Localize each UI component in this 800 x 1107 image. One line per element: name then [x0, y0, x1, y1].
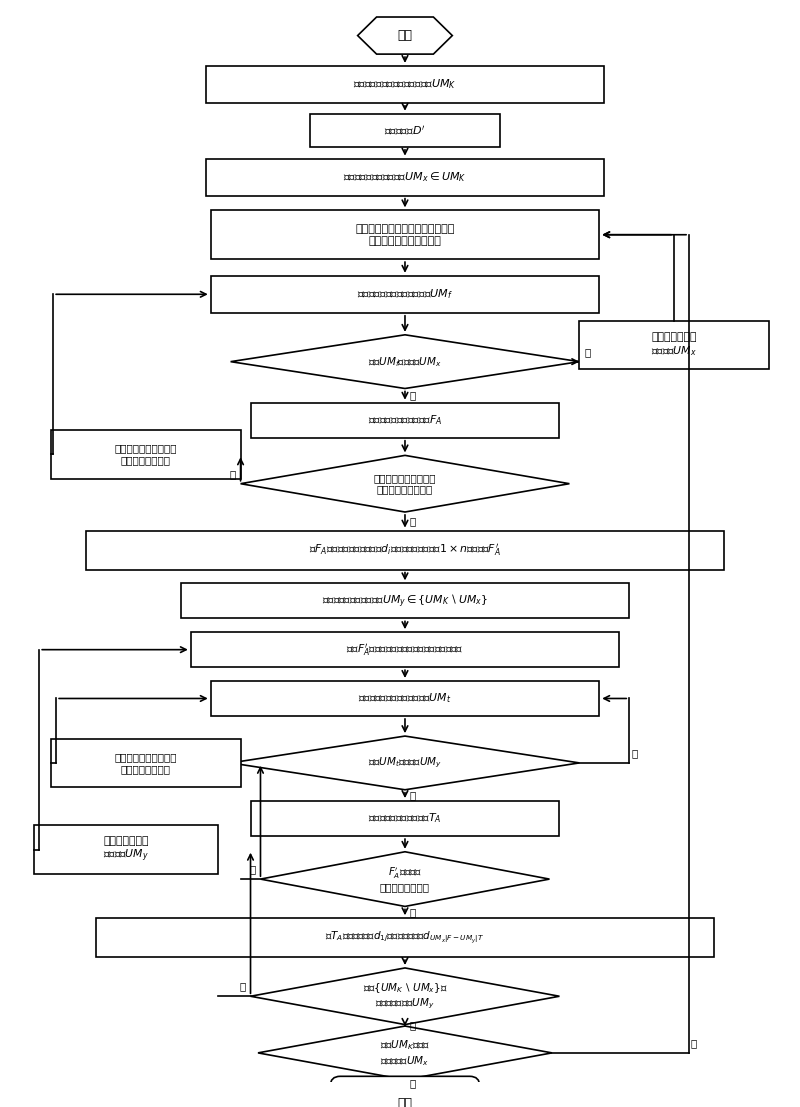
Text: 提取当前扩展故障的结构信息$UM_f$: 提取当前扩展故障的结构信息$UM_f$: [357, 288, 453, 301]
Text: 集合$\{UM_K\setminus UM_x\}$中
是否存在下一个$UM_y$: 集合$\{UM_K\setminus UM_x\}$中 是否存在下一个$UM_y…: [362, 981, 447, 1012]
Text: 选择下一个结构
层次信息$UM_x$: 选择下一个结构 层次信息$UM_x$: [651, 332, 697, 358]
Text: 选择下一行扩展故障，
作为当前扩展故障: 选择下一行扩展故障， 作为当前扩展故障: [114, 444, 177, 465]
Text: 是: 是: [410, 391, 416, 401]
Polygon shape: [230, 334, 579, 389]
Text: 是: 是: [691, 1038, 698, 1048]
FancyBboxPatch shape: [190, 632, 619, 668]
Text: 否: 否: [410, 908, 416, 918]
Text: 是: 是: [230, 468, 235, 479]
Text: 将当前扩展测试存入集合$T_A$: 将当前扩展测试存入集合$T_A$: [368, 811, 442, 826]
Text: 将$T_A$中各测试列值$d_{1j}$作或运算，记为$d_{UM_x|F-UM_y|T}$: 将$T_A$中各测试列值$d_{1j}$作或运算，记为$d_{UM_x|F-UM…: [326, 930, 485, 945]
Text: 选择下一行扩展故障，
作为当前扩展故障: 选择下一行扩展故障， 作为当前扩展故障: [114, 752, 177, 774]
FancyBboxPatch shape: [330, 1076, 480, 1107]
Text: 选择第一个结构层次信息$UM_x\in UM_K$: 选择第一个结构层次信息$UM_x\in UM_K$: [343, 170, 466, 184]
Text: 集合$UM_K$中是否
存在下一个$UM_x$: 集合$UM_K$中是否 存在下一个$UM_x$: [380, 1038, 430, 1067]
Text: 是: 是: [250, 865, 255, 875]
Text: 初始相关性矩阵中是否
存在下一行扩展故障: 初始相关性矩阵中是否 存在下一行扩展故障: [374, 473, 436, 495]
Text: 提取当前扩展测试的结构信息$UM_t$: 提取当前扩展测试的结构信息$UM_t$: [358, 692, 452, 705]
FancyBboxPatch shape: [206, 65, 604, 103]
FancyBboxPatch shape: [250, 403, 559, 437]
Text: 提取初始相关性矩阵的第一行扩展
故障，作为当前扩展故障: 提取初始相关性矩阵的第一行扩展 故障，作为当前扩展故障: [355, 224, 454, 246]
Text: 将当前扩展故障存入集合$F_A$: 将当前扩展故障存入集合$F_A$: [368, 413, 442, 427]
Text: 判断$UM_t$是否等于$UM_y$: 判断$UM_t$是否等于$UM_y$: [368, 756, 442, 770]
Text: 将$F_A$中各扩展故障相关性值$d_i$按列作或运算，建立$1\times n$阶的矩阵$F_A'$: 将$F_A$中各扩展故障相关性值$d_i$按列作或运算，建立$1\times n…: [309, 542, 501, 558]
Text: 系统所有结构层次信息构成集合$UM_K$: 系统所有结构层次信息构成集合$UM_K$: [354, 77, 457, 91]
Text: 否: 否: [410, 1078, 416, 1088]
Text: 否: 否: [631, 748, 638, 758]
Text: 开始: 开始: [398, 29, 413, 42]
Polygon shape: [250, 968, 559, 1025]
Polygon shape: [230, 736, 579, 789]
FancyBboxPatch shape: [96, 918, 714, 958]
Text: 否: 否: [410, 1021, 416, 1031]
FancyBboxPatch shape: [579, 321, 769, 370]
FancyBboxPatch shape: [210, 210, 599, 259]
FancyBboxPatch shape: [34, 826, 218, 875]
FancyBboxPatch shape: [86, 530, 724, 570]
FancyBboxPatch shape: [206, 158, 604, 196]
Text: 判断$UM_f$是否等于$UM_x$: 判断$UM_f$是否等于$UM_x$: [368, 354, 442, 369]
Text: 选择第一个结构层次信息$UM_y\in\{UM_K\setminus UM_x\}$: 选择第一个结构层次信息$UM_y\in\{UM_K\setminus UM_x\…: [322, 592, 488, 610]
Text: 是: 是: [239, 982, 246, 992]
Polygon shape: [358, 17, 452, 54]
FancyBboxPatch shape: [310, 114, 500, 147]
FancyBboxPatch shape: [210, 276, 599, 313]
FancyBboxPatch shape: [51, 430, 241, 479]
FancyBboxPatch shape: [250, 801, 559, 836]
Polygon shape: [258, 1026, 552, 1079]
Polygon shape: [241, 455, 570, 513]
Text: $F_A'$中是否存
在下一列扩展测试: $F_A'$中是否存 在下一列扩展测试: [380, 866, 430, 892]
Text: 否: 否: [584, 346, 590, 356]
Text: 是: 是: [410, 790, 416, 800]
FancyBboxPatch shape: [51, 738, 241, 787]
Text: 选择下一个结构
层次信息$UM_y$: 选择下一个结构 层次信息$UM_y$: [103, 836, 149, 865]
Polygon shape: [261, 851, 550, 907]
Text: 提取$F_A'$的第一列扩展测试，作为当前扩展测试: 提取$F_A'$的第一列扩展测试，作为当前扩展测试: [346, 642, 464, 658]
FancyBboxPatch shape: [181, 583, 630, 619]
Text: 结束: 结束: [398, 1097, 413, 1107]
FancyBboxPatch shape: [210, 681, 599, 716]
Text: 建立空集合$D'$: 建立空集合$D'$: [384, 124, 426, 137]
Text: 否: 否: [410, 516, 416, 526]
